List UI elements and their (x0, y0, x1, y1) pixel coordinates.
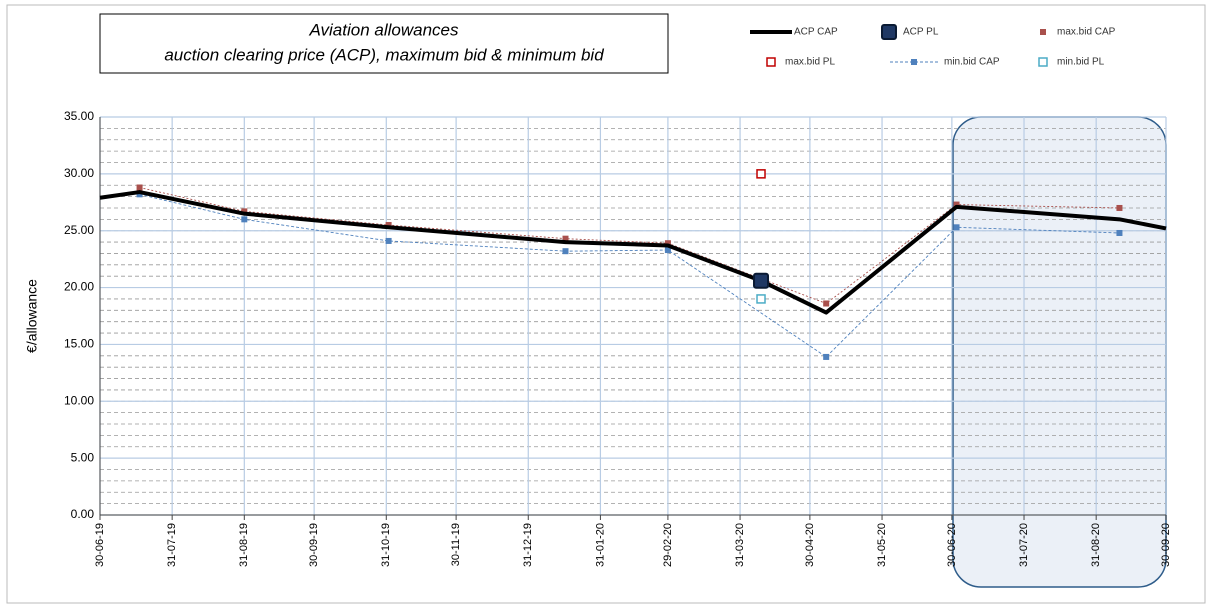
y-tick-label: 30.00 (64, 166, 94, 180)
marker (136, 191, 143, 198)
highlight-box (952, 116, 1167, 588)
title-box (99, 13, 669, 74)
legend-swatch (881, 24, 897, 40)
y-tick-label: 5.00 (71, 450, 95, 464)
legend-swatch (766, 57, 776, 67)
marker (756, 294, 766, 304)
marker (1116, 204, 1123, 211)
chart-subtitle: auction clearing price (ACP), maximum bi… (164, 45, 604, 64)
x-tick-label: 30-04-20 (804, 523, 816, 567)
marker (953, 201, 960, 208)
legend-label: min.bid PL (1057, 57, 1105, 68)
legend-label: max.bid PL (785, 57, 835, 68)
legend-label: max.bid CAP (1057, 27, 1116, 38)
y-tick-label: 20.00 (64, 280, 94, 294)
x-tick-label: 31-07-20 (1018, 523, 1030, 567)
series-line (99, 190, 1167, 315)
marker (385, 237, 392, 244)
x-tick-label: 30-06-19 (94, 523, 106, 567)
x-tick-label: 31-03-20 (734, 523, 746, 567)
marker (664, 247, 671, 254)
y-tick-label: 10.00 (64, 393, 94, 407)
x-tick-label: 29-02-20 (662, 523, 674, 567)
y-tick-label: 15.00 (64, 337, 94, 351)
grid (99, 116, 1167, 516)
x-tick-label: 31-05-20 (876, 523, 888, 567)
x-tick-label: 30-09-20 (1160, 523, 1172, 567)
chart-title: Aviation allowances (309, 20, 459, 39)
marker (562, 248, 569, 255)
x-tick-label: 30-11-19 (450, 523, 462, 566)
marker (823, 353, 830, 360)
legend-swatch (1038, 57, 1048, 67)
x-tick-label: 31-07-19 (166, 523, 178, 567)
series-line (139, 187, 1120, 305)
x-tick-label: 31-10-19 (380, 523, 392, 567)
x-tick-label: 30-06-20 (946, 523, 958, 567)
marker (664, 240, 671, 247)
x-tick-label: 30-09-19 (308, 523, 320, 567)
x-tick-label: 31-12-19 (522, 523, 534, 567)
marker (756, 169, 766, 179)
marker (562, 235, 569, 242)
x-tick-label: 31-08-20 (1090, 523, 1102, 567)
y-tick-label: 35.00 (64, 109, 94, 123)
legend-label: ACP CAP (794, 27, 838, 38)
legend-label: ACP PL (903, 27, 939, 38)
legend-swatch (1040, 29, 1046, 35)
marker (241, 208, 248, 215)
marker (385, 222, 392, 229)
y-tick-label: 0.00 (71, 507, 95, 521)
y-tick-label: 25.00 (64, 223, 94, 237)
marker (136, 184, 143, 191)
legend-label: min.bid CAP (944, 57, 1000, 68)
x-tick-label: 31-01-20 (594, 523, 606, 567)
marker (241, 216, 248, 223)
marker (1116, 229, 1123, 236)
marker (753, 272, 770, 289)
marker (953, 224, 960, 231)
legend-swatch (911, 59, 917, 65)
y-axis-label: €/allowance (24, 279, 40, 353)
x-tick-label: 31-08-19 (238, 523, 250, 567)
series-line (139, 193, 1120, 358)
marker (823, 300, 830, 307)
